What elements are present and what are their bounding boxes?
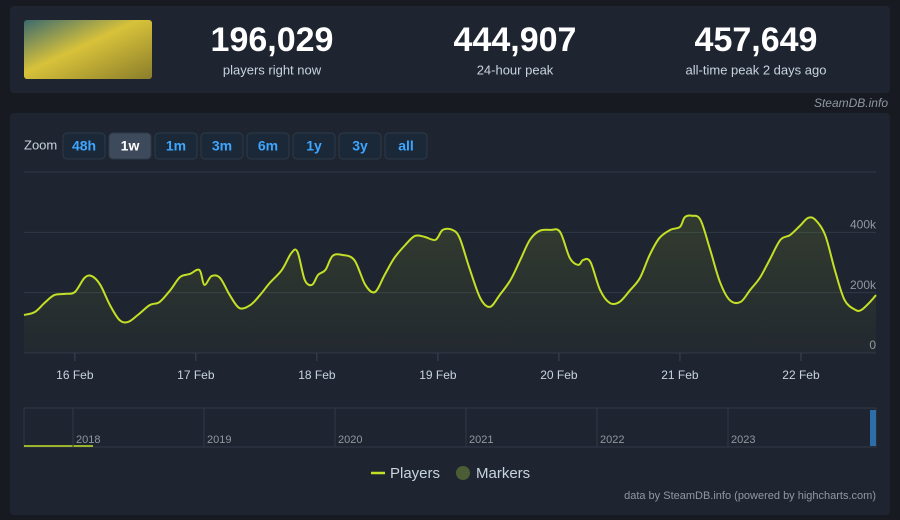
credit: data by SteamDB.info (powered by highcha…	[624, 490, 876, 502]
navigator-label: 2019	[207, 434, 231, 446]
navigator-label: 2023	[731, 434, 755, 446]
navigator-label: 2018	[76, 434, 100, 446]
legend-label[interactable]: Markers	[476, 465, 530, 482]
x-tick-label: 21 Feb	[661, 368, 699, 382]
x-tick-label: 18 Feb	[298, 368, 336, 382]
zoom-label: Zoom	[24, 137, 57, 152]
source: SteamDB.info	[814, 96, 888, 110]
x-tick-label: 17 Feb	[177, 368, 215, 382]
x-tick-label: 16 Feb	[56, 368, 94, 382]
navigator-handle[interactable]	[870, 410, 876, 446]
navigator-label: 2021	[469, 434, 493, 446]
x-tick-label: 20 Feb	[540, 368, 578, 382]
zoom-button[interactable]	[338, 132, 382, 160]
x-tick-label: 19 Feb	[419, 368, 457, 382]
stats-panel	[10, 6, 890, 93]
zoom-button-label[interactable]: 3y	[352, 138, 368, 154]
zoom-button[interactable]	[200, 132, 244, 160]
zoom-button-label[interactable]: 1m	[166, 138, 186, 154]
legend-swatch	[456, 466, 470, 480]
y-tick-label: 400k	[850, 218, 877, 232]
x-tick-label: 22 Feb	[782, 368, 820, 382]
navigator-label: 2022	[600, 434, 624, 446]
stat-value: 444,907	[454, 21, 577, 59]
zoom-button[interactable]	[108, 132, 152, 160]
stat-label: 24-hour peak	[477, 62, 554, 77]
zoom-button-label[interactable]: 1y	[306, 138, 322, 154]
area	[24, 215, 876, 353]
zoom-button-label[interactable]: 3m	[212, 138, 232, 154]
zoom-button[interactable]	[292, 132, 336, 160]
zoom-button[interactable]	[154, 132, 198, 160]
zoom-button-label[interactable]: 1w	[121, 138, 140, 154]
game-thumbnail	[24, 20, 152, 79]
line	[23, 214, 877, 324]
legend-label[interactable]: Players	[390, 465, 440, 482]
zoom-button-label[interactable]: all	[398, 138, 414, 154]
navigator-label: 2020	[338, 434, 362, 446]
stat-label: players right now	[223, 62, 322, 77]
zoom-button[interactable]	[246, 132, 290, 160]
zoom-button[interactable]	[384, 132, 428, 160]
zoom-button[interactable]	[62, 132, 106, 160]
zoom-button-label[interactable]: 6m	[258, 138, 278, 154]
y-tick-label: 200k	[850, 278, 877, 292]
stat-value: 457,649	[695, 21, 818, 59]
stat-value: 196,029	[211, 21, 334, 59]
stat-label: all-time peak 2 days ago	[686, 62, 827, 77]
zoom-button-label[interactable]: 48h	[72, 138, 96, 154]
